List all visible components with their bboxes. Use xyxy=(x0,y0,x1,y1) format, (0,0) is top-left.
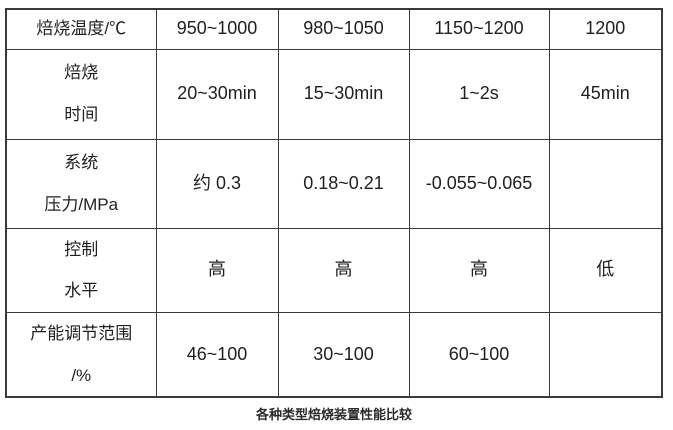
table-cell: 低 xyxy=(548,227,663,313)
table-row-control-level: 控制 水平 高 高 高 低 xyxy=(5,227,663,313)
table-cell: 1~2s xyxy=(408,48,550,140)
table-cell: 约 0.3 xyxy=(155,138,279,229)
table-cell: 980~1050 xyxy=(277,8,410,50)
table-cell xyxy=(548,311,663,398)
table-cell: 45min xyxy=(548,48,663,140)
table-cell: 高 xyxy=(408,227,550,313)
row-header-cell: 控制 水平 xyxy=(5,227,157,313)
performance-table: 焙烧温度/℃ 950~1000 980~1050 1150~1200 1200 … xyxy=(5,8,663,399)
table-cell: 20~30min xyxy=(155,48,279,140)
row-header-cell: 系统 压力/MPa xyxy=(5,138,157,229)
table-cell: 30~100 xyxy=(277,311,410,398)
table-row-capacity-range: 产能调节范围 /% 46~100 30~100 60~100 xyxy=(5,311,663,398)
table-cell: 46~100 xyxy=(155,311,279,398)
table-row-pressure: 系统 压力/MPa 约 0.3 0.18~0.21 -0.055~0.065 xyxy=(5,138,663,229)
table-cell: -0.055~0.065 xyxy=(408,138,550,229)
table-cell: 15~30min xyxy=(277,48,410,140)
table-cell: 60~100 xyxy=(408,311,550,398)
row-header-cell: 产能调节范围 /% xyxy=(5,311,157,398)
table-row-temperature: 焙烧温度/℃ 950~1000 980~1050 1150~1200 1200 xyxy=(5,8,663,50)
table-cell: 1200 xyxy=(548,8,663,50)
row-header-cell: 焙烧温度/℃ xyxy=(5,8,157,50)
table-cell: 1150~1200 xyxy=(408,8,550,50)
table-cell: 高 xyxy=(155,227,279,313)
table-cell xyxy=(548,138,663,229)
table-caption: 各种类型焙烧装置性能比较 xyxy=(255,407,412,422)
table-cell: 高 xyxy=(277,227,410,313)
table-cell: 0.18~0.21 xyxy=(277,138,410,229)
row-header-cell: 焙烧 时间 xyxy=(5,48,157,140)
table-row-time: 焙烧 时间 20~30min 15~30min 1~2s 45min xyxy=(5,48,663,140)
table-cell: 950~1000 xyxy=(155,8,279,50)
